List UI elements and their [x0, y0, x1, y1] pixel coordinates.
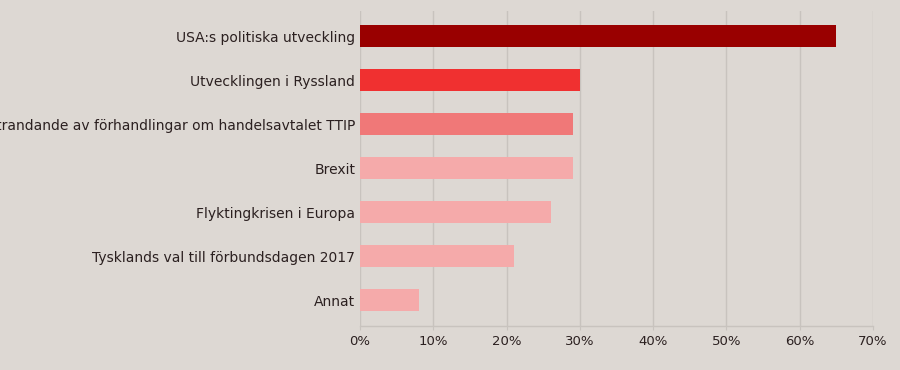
- Bar: [360, 201, 551, 223]
- Bar: [360, 26, 836, 47]
- Bar: [360, 70, 580, 91]
- Bar: [360, 245, 514, 267]
- Bar: [360, 157, 572, 179]
- Bar: [360, 289, 418, 311]
- Bar: [360, 113, 572, 135]
